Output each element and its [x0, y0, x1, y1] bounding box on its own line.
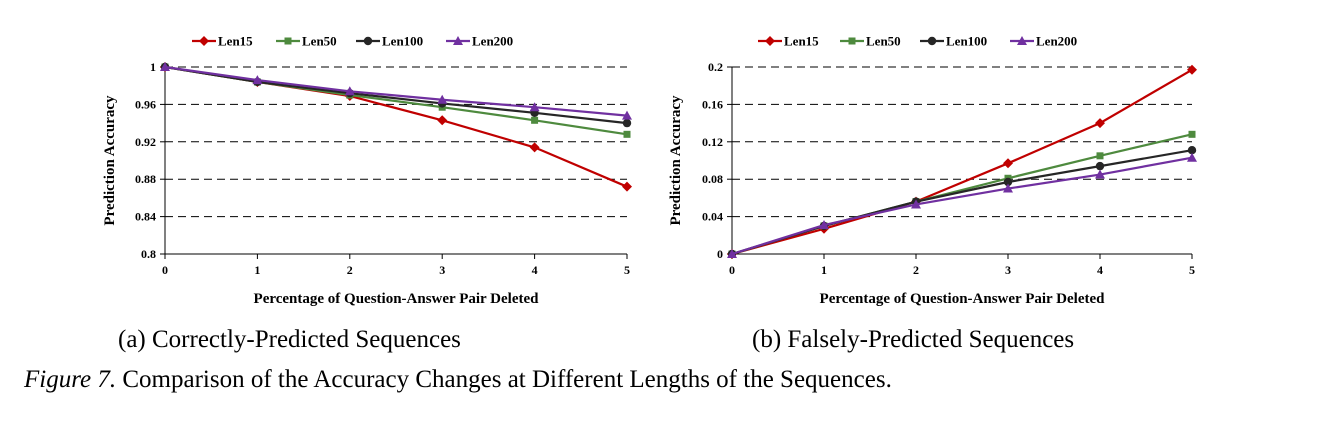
x-tick-label: 4 [1097, 263, 1103, 277]
y-tick-label: 0.08 [702, 172, 723, 186]
data-point-len200 [344, 86, 355, 96]
x-tick-label: 2 [913, 263, 919, 277]
x-tick-label: 4 [532, 263, 538, 277]
subcaption-a: (a) Correctly-Predicted Sequences [118, 326, 461, 353]
series-line-len100 [164, 65, 628, 125]
chart-b: 0 0.04 0.08 0.12 0.16 0.2 0 1 2 3 4 5 Percentage of … [668, 34, 1197, 307]
y-axis-title: Prediction Accuracy [668, 95, 684, 226]
x-tick-label: 5 [624, 263, 630, 277]
data-point-len100 [1187, 146, 1197, 155]
data-point-len200 [1187, 152, 1197, 162]
y-tick-label: 0.2 [708, 60, 723, 74]
figure-caption-text: Comparison of the Accuracy Changes at Di… [116, 366, 892, 393]
x-tick-label: 3 [1005, 263, 1011, 277]
x-tick-label: 5 [1189, 263, 1195, 277]
data-point-len50 [1096, 152, 1104, 160]
x-tick-label: 1 [254, 263, 260, 277]
y-tick-label: 0.12 [702, 135, 723, 149]
data-point-len15 [437, 115, 448, 126]
figure-label: Figure 7. [24, 366, 117, 393]
y-tick-label: 0 [717, 247, 723, 261]
x-tick-label: 1 [821, 263, 827, 277]
series-line-len200 [731, 156, 1193, 256]
data-point-len200 [437, 94, 448, 104]
y-tick-label: 0.04 [702, 210, 723, 224]
y-tick-label: 1 [150, 60, 156, 74]
chart-a: 0.8 0.84 0.88 0.92 0.96 1 0 1 2 3 4 5 Percentage of … [102, 34, 632, 307]
legend-marker-len100 [927, 36, 937, 46]
data-point-len15 [1003, 158, 1013, 169]
legend-label-len100: Len100 [946, 34, 987, 49]
data-point-len15 [529, 142, 540, 153]
data-point-len15 [1095, 118, 1105, 129]
series-line-len100 [731, 149, 1193, 256]
data-point-len200 [1095, 169, 1105, 179]
x-axis-title: Percentage of Question-Answer Pair Delet… [254, 291, 540, 307]
series-line-len15 [731, 68, 1193, 256]
x-tick-label: 3 [439, 263, 445, 277]
x-axis-title: Percentage of Question-Answer Pair Delet… [820, 291, 1106, 307]
y-tick-label: 0.84 [135, 210, 156, 224]
data-point-len50 [1188, 130, 1196, 138]
data-point-len100 [1003, 177, 1013, 187]
legend-marker-len200 [453, 36, 463, 45]
data-point-len50 [531, 116, 539, 124]
data-point-len15 [622, 181, 632, 192]
y-tick-label: 0.16 [702, 97, 723, 111]
legend-label-len100: Len100 [382, 34, 423, 49]
data-point-len200 [727, 249, 737, 258]
figure-caption: Figure 7. Comparison of the Accuracy Cha… [24, 366, 892, 394]
legend-marker-len50 [848, 37, 856, 45]
legend-label-len50: Len50 [866, 34, 901, 49]
legend-label-len200: Len200 [1036, 34, 1077, 49]
data-point-len200 [819, 220, 829, 230]
legend-label-len200: Len200 [472, 34, 513, 49]
legend-marker-len15 [199, 36, 209, 46]
legend-marker-len100 [363, 36, 373, 46]
data-point-len200 [160, 62, 170, 71]
y-tick-label: 0.96 [135, 97, 156, 111]
data-point-len200 [1003, 183, 1013, 193]
y-tick-label: 0.92 [135, 135, 156, 149]
legend-label-len15: Len15 [218, 34, 253, 49]
data-point-len15 [1187, 64, 1197, 75]
data-point-len200 [529, 102, 540, 112]
x-tick-label: 2 [347, 263, 353, 277]
x-tick-label: 0 [162, 263, 168, 277]
data-point-len200 [911, 199, 921, 209]
legend-marker-len50 [284, 37, 292, 45]
legend-label-len50: Len50 [302, 34, 337, 49]
y-tick-label: 0.8 [141, 247, 156, 261]
legend-label-len15: Len15 [784, 34, 819, 49]
data-point-len50 [623, 130, 631, 138]
data-point-len100 [622, 118, 632, 128]
data-point-len200 [252, 75, 263, 85]
series-line-len15 [164, 65, 628, 188]
subcaption-b: (b) Falsely-Predicted Sequences [752, 326, 1075, 353]
series-line-len200 [164, 65, 628, 117]
legend-marker-len200 [1017, 36, 1027, 45]
y-tick-label: 0.88 [135, 172, 156, 186]
data-point-len200 [622, 110, 632, 120]
data-point-len100 [1095, 161, 1105, 171]
y-axis-title: Prediction Accuracy [102, 95, 118, 226]
x-tick-label: 0 [729, 263, 735, 277]
legend-marker-len15 [765, 36, 775, 46]
